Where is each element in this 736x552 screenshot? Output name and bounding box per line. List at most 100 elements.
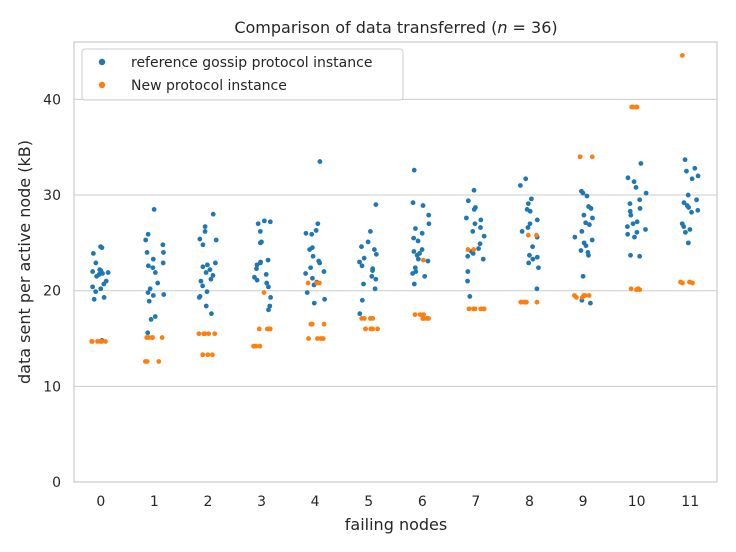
legend-label-reference: reference gossip protocol instance (131, 55, 372, 71)
new-protocol-data-point (679, 52, 685, 58)
reference-data-point (467, 294, 473, 299)
reference-data-point (315, 221, 321, 227)
reference-data-point (583, 243, 589, 249)
x-tick-label: 0 (96, 494, 105, 510)
reference-data-point (681, 224, 687, 230)
new-protocol-data-point (634, 287, 639, 293)
reference-data-point (476, 246, 481, 252)
reference-data-point (361, 255, 367, 261)
reference-data-point (643, 190, 649, 196)
reference-data-point (365, 239, 371, 245)
reference-data-point (357, 311, 363, 317)
new-protocol-data-point (368, 326, 374, 332)
reference-data-point (255, 221, 261, 227)
reference-data-point (682, 157, 688, 163)
plot-area (74, 42, 717, 482)
new-protocol-data-point (306, 336, 311, 341)
reference-data-point (527, 208, 533, 214)
reference-data-point (627, 201, 633, 207)
new-protocol-data-point (579, 294, 585, 300)
new-protocol-data-point (256, 326, 262, 332)
reference-data-point (525, 225, 531, 230)
new-protocol-data-point (156, 359, 162, 364)
reference-data-point (303, 230, 309, 236)
reference-data-point (465, 269, 471, 274)
new-protocol-data-point (417, 312, 423, 318)
reference-data-point (310, 253, 316, 259)
reference-data-point (630, 221, 636, 227)
reference-data-point (90, 250, 96, 256)
reference-data-point (519, 228, 525, 234)
legend-box (81, 48, 404, 101)
reference-data-point (147, 286, 153, 292)
reference-data-point (530, 244, 535, 250)
reference-data-point (411, 281, 417, 287)
reference-data-point (419, 230, 425, 236)
reference-data-point (584, 193, 590, 199)
y-tick-label: 30 (43, 188, 61, 204)
reference-data-point (694, 197, 699, 203)
reference-data-point (266, 307, 271, 313)
reference-data-point (527, 221, 533, 227)
reference-data-point (210, 272, 216, 278)
reference-data-point (145, 231, 151, 237)
reference-data-point (146, 298, 152, 304)
reference-data-point (586, 252, 591, 258)
reference-data-point (203, 303, 209, 309)
reference-data-point (317, 260, 323, 266)
new-protocol-data-point (629, 104, 635, 110)
new-protocol-data-point (589, 154, 595, 160)
reference-data-point (197, 236, 203, 242)
legend-label-new: New protocol instance (131, 78, 287, 94)
new-protocol-data-point (465, 247, 471, 252)
new-protocol-data-point (472, 306, 478, 312)
reference-data-point (589, 237, 595, 243)
reference-data-point (267, 219, 273, 225)
reference-data-point (150, 256, 156, 262)
reference-data-point (527, 252, 532, 258)
new-protocol-data-point (481, 306, 487, 312)
new-protocol-data-point (466, 306, 472, 312)
reference-data-point (572, 234, 578, 240)
reference-data-point (370, 268, 375, 274)
x-tick-label: 3 (257, 494, 266, 510)
reference-data-point (308, 265, 314, 271)
reference-data-point (90, 269, 96, 274)
new-protocol-data-point (318, 336, 324, 341)
reference-data-point (359, 244, 364, 250)
reference-data-point (264, 280, 270, 286)
reference-data-point (580, 190, 586, 196)
reference-data-point (583, 220, 589, 226)
reference-data-point (359, 263, 365, 269)
x-tick-label: 11 (681, 494, 699, 510)
reference-data-point (310, 275, 315, 281)
reference-data-point (261, 218, 267, 224)
reference-data-point (578, 248, 584, 253)
reference-data-point (304, 290, 310, 296)
reference-data-point (203, 270, 209, 275)
new-protocol-data-point (314, 280, 320, 286)
reference-data-point (200, 264, 206, 270)
new-protocol-data-point (210, 352, 215, 358)
plot-frame (73, 41, 718, 483)
reference-data-point (313, 228, 319, 233)
reference-data-point (265, 257, 271, 263)
reference-data-point (685, 240, 691, 246)
reference-data-point (526, 260, 532, 266)
reference-data-point (373, 251, 379, 257)
reference-data-point (161, 250, 166, 255)
reference-data-point (210, 211, 216, 217)
reference-data-point (637, 253, 643, 259)
new-protocol-data-point (478, 306, 484, 312)
reference-data-point (632, 234, 637, 240)
reference-data-point (160, 242, 166, 248)
reference-data-point (472, 221, 478, 227)
reference-data-point (150, 265, 156, 271)
reference-data-point (152, 314, 158, 319)
new-protocol-data-point (680, 280, 685, 286)
reference-data-point (202, 224, 208, 230)
reference-data-point (581, 212, 587, 218)
reference-data-point (257, 228, 263, 234)
new-protocol-data-point (634, 104, 640, 110)
